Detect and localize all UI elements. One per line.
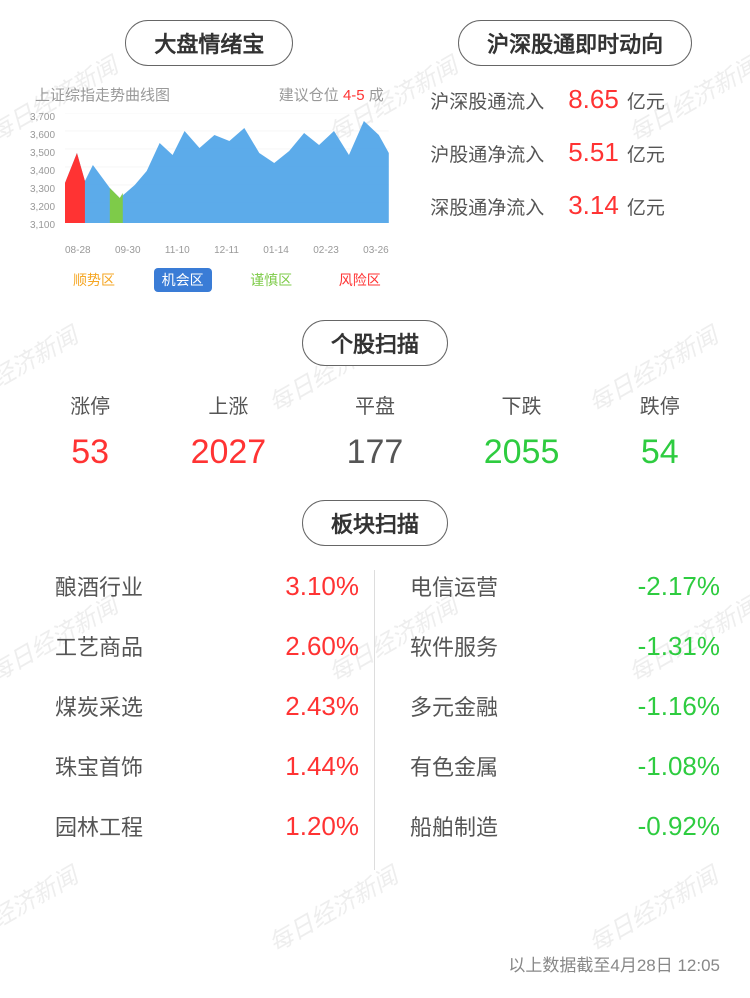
sector-row: 软件服务 -1.31% <box>410 630 720 662</box>
x-axis-label: 09-30 <box>115 245 141 256</box>
sector-pct: 2.60% <box>285 631 359 662</box>
y-axis-label: 3,100 <box>30 221 55 239</box>
flow-label: 沪股通净流入 <box>430 140 560 167</box>
sector-row: 酿酒行业 3.10% <box>55 570 359 602</box>
x-axis-label: 12-11 <box>214 245 239 256</box>
sector-pct: -1.08% <box>638 751 720 782</box>
sector-row: 有色金属 -1.08% <box>410 750 720 782</box>
sector-name: 电信运营 <box>410 570 498 602</box>
sector-name: 酿酒行业 <box>55 570 143 602</box>
scan-label: 下跌 <box>484 390 560 419</box>
flow-value: 5.51 <box>568 137 619 168</box>
x-axis-label: 11-10 <box>165 245 190 256</box>
y-axis-label: 3,300 <box>30 185 55 203</box>
scan-value: 177 <box>347 433 404 472</box>
sector-name: 珠宝首饰 <box>55 750 143 782</box>
legend-item: 谨慎区 <box>242 268 300 292</box>
sector-name: 工艺商品 <box>55 630 143 662</box>
x-axis-label: 02-23 <box>313 245 339 256</box>
sector-pct: 2.43% <box>285 691 359 722</box>
scan-item: 下跌 2055 <box>484 390 560 472</box>
x-axis-label: 01-14 <box>263 245 289 256</box>
sector-row: 电信运营 -2.17% <box>410 570 720 602</box>
stockflow-title: 沪深股通即时动向 <box>458 20 692 66</box>
sector-pct: 1.44% <box>285 751 359 782</box>
flow-label: 深股通净流入 <box>430 193 560 220</box>
sector-pct: 1.20% <box>285 811 359 842</box>
sector-row: 船舶制造 -0.92% <box>410 810 720 842</box>
scan-value: 2027 <box>191 433 267 472</box>
flow-value: 8.65 <box>568 84 619 115</box>
flow-label: 沪深股通流入 <box>430 87 560 114</box>
scan-item: 跌停 54 <box>640 390 680 472</box>
x-axis-label: 03-26 <box>363 245 389 256</box>
sector-name: 多元金融 <box>410 690 498 722</box>
flow-row: 沪股通净流入 5.51 亿元 <box>430 137 720 168</box>
scan-item: 涨停 53 <box>70 390 110 472</box>
scan-item: 上涨 2027 <box>191 390 267 472</box>
scan-value: 2055 <box>484 433 560 472</box>
chart-title: 上证综指走势曲线图 <box>35 84 170 105</box>
scan-item: 平盘 177 <box>347 390 404 472</box>
sector-row: 煤炭采选 2.43% <box>55 690 359 722</box>
sector-name: 园林工程 <box>55 810 143 842</box>
scan-value: 54 <box>640 433 680 472</box>
y-axis-label: 3,700 <box>30 113 55 131</box>
sector-pct: -1.31% <box>638 631 720 662</box>
flow-row: 深股通净流入 3.14 亿元 <box>430 190 720 221</box>
scan-label: 涨停 <box>70 390 110 419</box>
flow-unit: 亿元 <box>627 87 665 114</box>
sector-name: 煤炭采选 <box>55 690 143 722</box>
y-axis-label: 3,400 <box>30 167 55 185</box>
legend-item: 风险区 <box>331 268 389 292</box>
position-suggest: 建议仓位 4-5 成 <box>279 84 384 105</box>
sector-name: 有色金属 <box>410 750 498 782</box>
scan-value: 53 <box>70 433 110 472</box>
y-axis-label: 3,500 <box>30 149 55 167</box>
sector-row: 工艺商品 2.60% <box>55 630 359 662</box>
flow-value: 3.14 <box>568 190 619 221</box>
scan-label: 上涨 <box>191 390 267 419</box>
index-chart: 3,7003,6003,5003,4003,3003,2003,100 <box>30 113 389 243</box>
y-axis-label: 3,200 <box>30 203 55 221</box>
sector-pct: -2.17% <box>638 571 720 602</box>
legend-item: 机会区 <box>154 268 212 292</box>
x-axis-label: 08-28 <box>65 245 91 256</box>
scan-title: 个股扫描 <box>302 320 448 366</box>
sector-pct: -1.16% <box>638 691 720 722</box>
y-axis-label: 3,600 <box>30 131 55 149</box>
sector-row: 多元金融 -1.16% <box>410 690 720 722</box>
sector-row: 园林工程 1.20% <box>55 810 359 842</box>
sector-row: 珠宝首饰 1.44% <box>55 750 359 782</box>
flow-row: 沪深股通流入 8.65 亿元 <box>430 84 720 115</box>
sector-pct: 3.10% <box>285 571 359 602</box>
scan-label: 跌停 <box>640 390 680 419</box>
sentiment-title: 大盘情绪宝 <box>125 20 293 66</box>
legend-item: 顺势区 <box>65 268 123 292</box>
scan-label: 平盘 <box>347 390 404 419</box>
sector-pct: -0.92% <box>638 811 720 842</box>
sector-name: 软件服务 <box>410 630 498 662</box>
footer-timestamp: 以上数据截至4月28日 12:05 <box>508 951 720 976</box>
sector-title: 板块扫描 <box>302 500 448 546</box>
flow-unit: 亿元 <box>627 193 665 220</box>
flow-unit: 亿元 <box>627 140 665 167</box>
sector-name: 船舶制造 <box>410 810 498 842</box>
